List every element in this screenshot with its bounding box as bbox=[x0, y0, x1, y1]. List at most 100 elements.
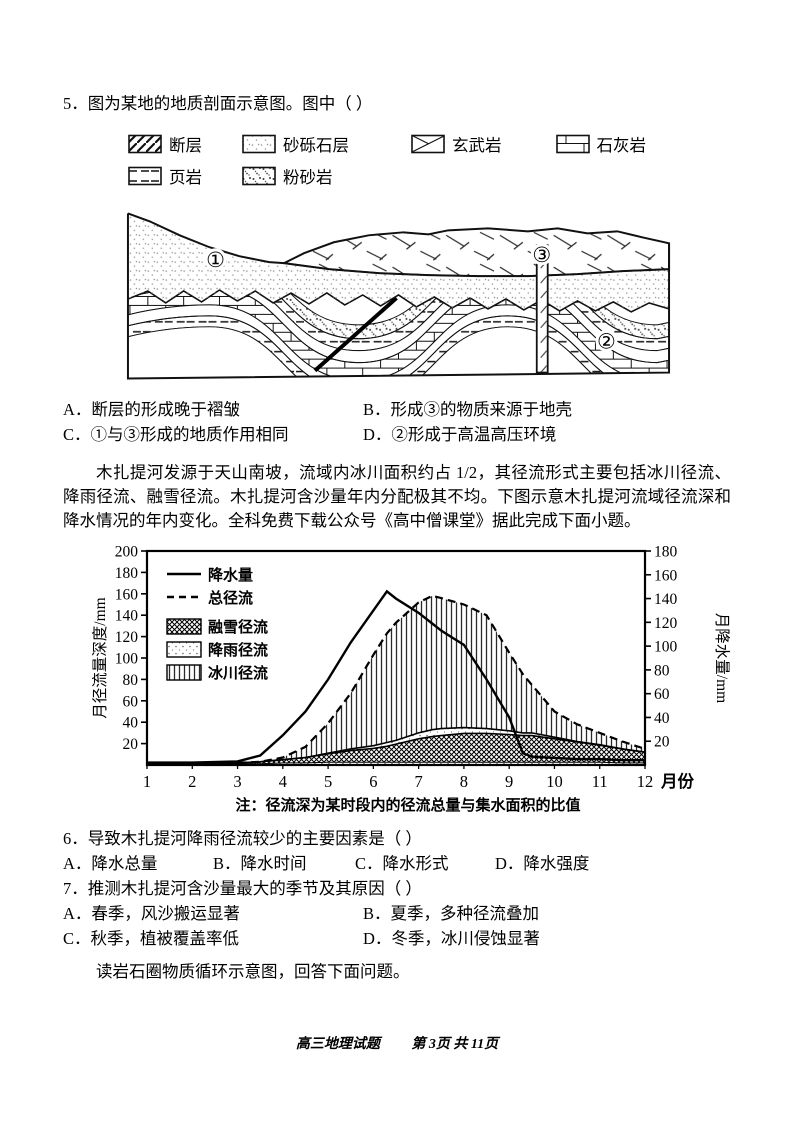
svg-text:9: 9 bbox=[505, 772, 513, 791]
legend-item-siltstone: 粉砂岩 bbox=[242, 164, 333, 188]
svg-text:100: 100 bbox=[654, 639, 678, 656]
option-c: C．降水形式 bbox=[355, 854, 449, 873]
question-5-options: A．断层的形成晚于褶皱 B．形成③的物质来源于地壳 C．①与③形成的地质作用相同… bbox=[63, 397, 731, 447]
legend-item-shale: 页岩 bbox=[128, 164, 202, 188]
next-section-prompt: 读岩石圈物质循环示意图，回答下面问题。 bbox=[96, 962, 410, 981]
passage: 木扎提河发源于天山南坡，流域内冰川面积约占 1/2，其径流形式主要包括冰川径流、… bbox=[63, 463, 731, 530]
svg-text:4: 4 bbox=[279, 772, 287, 791]
question-7-options: A．春季，风沙搬运显著 B．夏季，多种径流叠加 C．秋季，植被覆盖率低 D．冬季… bbox=[63, 901, 731, 951]
geo-legend-row-2: 页岩 粉砂岩 bbox=[128, 163, 731, 189]
svg-text:5: 5 bbox=[324, 772, 332, 791]
diagram-labels: ① ② ③ bbox=[204, 243, 618, 354]
gravel-layer bbox=[127, 213, 670, 312]
svg-text:160: 160 bbox=[654, 567, 678, 584]
svg-text:180: 180 bbox=[115, 565, 139, 582]
svg-text:1: 1 bbox=[143, 772, 151, 791]
option-a: A．断层的形成晚于褶皱 bbox=[63, 400, 240, 419]
left-axis-title: 月径流量深度/mm bbox=[91, 597, 109, 718]
option-a: A．春季，风沙搬运显著 bbox=[63, 904, 240, 923]
svg-text:降雨径流: 降雨径流 bbox=[208, 641, 268, 659]
svg-text:10: 10 bbox=[546, 772, 563, 791]
svg-text:40: 40 bbox=[654, 710, 670, 727]
svg-text:总径流: 总径流 bbox=[208, 589, 253, 607]
svg-text:11: 11 bbox=[592, 772, 608, 791]
page-footer: 高三地理试题 第 3页 共 11页 bbox=[0, 1033, 794, 1053]
fault-line bbox=[313, 296, 398, 373]
x-axis-label: 月份 bbox=[660, 771, 695, 791]
legend-item-fault: 断层 bbox=[128, 132, 202, 156]
footer-doc-title: 高三地理试题 bbox=[295, 1037, 380, 1052]
total-runoff-line bbox=[147, 594, 646, 764]
siltstone-swatch-icon bbox=[242, 166, 276, 186]
svg-text:20: 20 bbox=[123, 736, 139, 753]
svg-text:3: 3 bbox=[233, 772, 241, 791]
diagram-frame bbox=[126, 213, 671, 380]
svg-text:20: 20 bbox=[654, 734, 670, 751]
fault-swatch-icon bbox=[128, 134, 162, 154]
geo-legend-row-1: 断层 砂砾石层 玄武岩 石灰岩 bbox=[128, 131, 731, 157]
svg-text:2: 2 bbox=[188, 772, 196, 791]
runoff-precipitation-chart: 20 40 60 80 100 120 140 160 180 200 20 40 60 80 100 120… bbox=[91, 544, 731, 815]
option-c: C．秋季，植被覆盖率低 bbox=[63, 929, 240, 948]
right-axis-title: 月降水量/mm bbox=[713, 613, 731, 703]
option-d: D．降水强度 bbox=[495, 854, 590, 873]
label-2: ② bbox=[597, 330, 616, 354]
page-content: 5．图为某地的地质剖面示意图。图中（ ） 断层 砂砾石层 玄武岩 石 bbox=[63, 94, 731, 981]
option-d: D．冬季，冰川侵蚀显著 bbox=[363, 929, 540, 948]
option-b: B．形成③的物质来源于地壳 bbox=[363, 400, 573, 419]
question-6-text: 6．导致木扎提河降雨径流较少的主要因素是（ ） bbox=[63, 829, 422, 848]
chart-note: 注：径流深为某时段内的径流总量与集水面积的比值 bbox=[235, 796, 580, 814]
svg-text:60: 60 bbox=[123, 693, 139, 710]
legend-label: 页岩 bbox=[169, 168, 202, 187]
label-1: ① bbox=[206, 248, 225, 272]
option-d: D．②形成于高温高压环境 bbox=[363, 425, 557, 444]
svg-text:80: 80 bbox=[654, 662, 670, 679]
svg-text:融雪径流: 融雪径流 bbox=[208, 618, 268, 636]
svg-text:80: 80 bbox=[123, 672, 139, 689]
geological-cross-section: ① ② ③ bbox=[126, 212, 671, 380]
svg-text:120: 120 bbox=[654, 615, 678, 632]
geo-legend: 断层 砂砾石层 玄武岩 石灰岩 页岩 bbox=[128, 131, 731, 189]
area-snowmelt-runoff bbox=[147, 733, 645, 764]
precipitation-line bbox=[147, 589, 645, 764]
legend-label: 玄武岩 bbox=[452, 136, 502, 155]
option-b: B．降水时间 bbox=[213, 854, 307, 873]
svg-text:8: 8 bbox=[460, 772, 468, 791]
svg-text:60: 60 bbox=[654, 686, 670, 703]
area-glacier-runoff bbox=[147, 595, 645, 763]
svg-text:6: 6 bbox=[369, 772, 377, 791]
legend-item-gravel: 砂砾石层 bbox=[242, 132, 349, 156]
legend-label: 砂砾石层 bbox=[283, 136, 349, 155]
shale-swatch-icon bbox=[128, 166, 162, 186]
svg-text:7: 7 bbox=[415, 772, 423, 791]
legend-label: 断层 bbox=[169, 136, 202, 155]
label-3: ③ bbox=[532, 243, 551, 267]
svg-text:降水量: 降水量 bbox=[208, 566, 253, 584]
option-c: C．①与③形成的地质作用相同 bbox=[63, 425, 289, 444]
legend-label: 石灰岩 bbox=[596, 136, 647, 155]
basalt-cap bbox=[280, 227, 671, 278]
svg-text:120: 120 bbox=[115, 629, 139, 646]
limestone-swatch-icon bbox=[555, 134, 590, 154]
option-b: B．夏季，多种径流叠加 bbox=[363, 904, 540, 923]
option-a: A．降水总量 bbox=[63, 854, 158, 873]
legend-item-limestone: 石灰岩 bbox=[555, 132, 647, 156]
svg-text:100: 100 bbox=[115, 651, 139, 668]
chart-wrap: 20 40 60 80 100 120 140 160 180 200 20 40 60 80 100 120… bbox=[89, 537, 731, 826]
legend-label: 粉砂岩 bbox=[283, 168, 333, 187]
svg-text:40: 40 bbox=[123, 715, 139, 732]
svg-text:12: 12 bbox=[637, 772, 654, 791]
question-5-text: 5．图为某地的地质剖面示意图。图中（ ） bbox=[63, 94, 373, 113]
svg-text:200: 200 bbox=[115, 544, 139, 561]
svg-text:冰川径流: 冰川径流 bbox=[208, 664, 268, 682]
svg-text:180: 180 bbox=[654, 544, 678, 561]
question-6-options: A．降水总量 B．降水时间 C．降水形式 D．降水强度 bbox=[63, 851, 731, 876]
svg-text:140: 140 bbox=[115, 608, 139, 625]
svg-text:140: 140 bbox=[654, 591, 678, 608]
question-7-text: 7．推测木扎提河含沙量最大的季节及其原因（ ） bbox=[63, 879, 422, 898]
svg-text:160: 160 bbox=[115, 586, 139, 603]
footer-page-info: 第 3页 共 11页 bbox=[411, 1037, 499, 1052]
gravel-swatch-icon bbox=[242, 134, 276, 154]
